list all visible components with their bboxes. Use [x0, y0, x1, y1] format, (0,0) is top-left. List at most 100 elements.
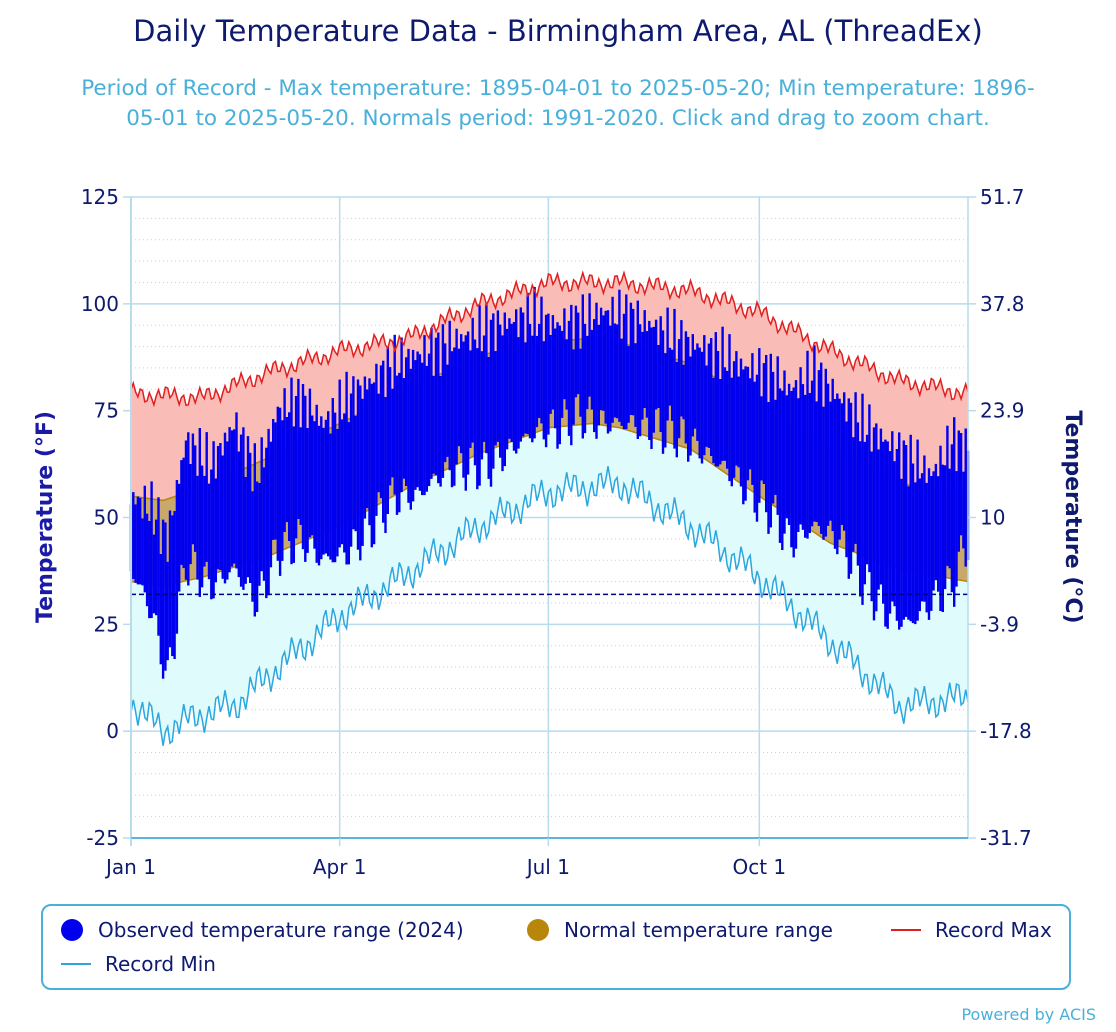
- y-tick-label-right: 10: [980, 506, 1005, 530]
- record-min-line-icon: [61, 963, 91, 965]
- observed-day-bar: [448, 320, 451, 471]
- observed-day-bar: [735, 351, 738, 466]
- observed-day-bar: [336, 429, 339, 557]
- observed-day-bar: [689, 356, 692, 456]
- observed-day-bar: [914, 482, 917, 625]
- observed-day-bar: [214, 478, 217, 583]
- y-tick-label-left: 75: [94, 399, 119, 423]
- observed-day-bar: [366, 389, 369, 509]
- observed-day-bar: [210, 469, 213, 600]
- observed-day-bar: [322, 427, 325, 555]
- record-max-line-icon: [891, 929, 921, 931]
- observed-day-bar: [524, 342, 527, 434]
- chart-plot[interactable]: 125 51.7 100 37.8 75 23.9 50 10 25 -3.9 0 -17.8 -25 -…: [0, 0, 1116, 900]
- observed-day-bar: [590, 329, 594, 410]
- observed-day-bar: [583, 323, 587, 434]
- observed-day-bar: [496, 310, 500, 442]
- observed-day-bar: [955, 471, 958, 587]
- observed-day-bar: [726, 370, 729, 469]
- observed-day-bar: [707, 343, 711, 448]
- observed-day-bar: [787, 383, 791, 525]
- observed-day-bar: [845, 421, 848, 558]
- observed-day-bar: [792, 387, 795, 558]
- observed-day-bar: [847, 398, 850, 579]
- y-axis-label-right: Temperature (°C): [1060, 410, 1085, 623]
- observed-day-bar: [826, 383, 830, 526]
- observed-day-bar: [189, 464, 192, 565]
- observed-day-bar: [579, 348, 582, 417]
- observed-day-bar: [480, 351, 484, 460]
- observed-day-bar: [615, 324, 619, 419]
- observed-day-bar: [333, 412, 337, 563]
- observed-day-bar: [939, 445, 942, 611]
- observed-day-bar: [143, 485, 146, 593]
- observed-day-bar: [909, 434, 912, 622]
- observed-day-bar: [290, 377, 293, 565]
- observed-day-bar: [272, 419, 275, 540]
- observed-day-bar: [597, 324, 600, 426]
- y-tick-label-left: -25: [86, 826, 119, 850]
- observed-day-bar: [797, 398, 800, 532]
- observed-day-bar: [815, 401, 818, 522]
- observed-day-bar: [198, 428, 201, 597]
- legend-item-record-min[interactable]: Record Min: [61, 952, 216, 976]
- observed-day-bar: [785, 395, 788, 519]
- observed-day-bar: [262, 467, 266, 581]
- observed-day-bar: [416, 351, 419, 488]
- observed-day-bar: [767, 402, 770, 534]
- observed-day-bar: [265, 447, 268, 599]
- observed-day-bar: [418, 354, 422, 491]
- observed-day-bar: [379, 365, 383, 499]
- observed-day-bar: [714, 332, 717, 467]
- observed-day-bar: [820, 362, 823, 534]
- observed-day-bar: [191, 433, 195, 545]
- observed-day-bar: [760, 396, 763, 481]
- observed-day-bar: [501, 335, 504, 472]
- powered-by-credit[interactable]: Powered by ACIS: [961, 1005, 1096, 1024]
- observed-day-bar: [430, 328, 433, 479]
- observed-day-bar: [778, 388, 782, 543]
- observed-day-bar: [916, 439, 919, 621]
- observed-day-bar: [622, 313, 626, 430]
- observed-day-bar: [242, 427, 245, 590]
- legend-item-record-max[interactable]: Record Max: [891, 918, 1052, 942]
- observed-day-bar: [464, 335, 467, 491]
- observed-day-bar: [602, 315, 605, 411]
- observed-day-bar: [572, 349, 575, 425]
- observed-day-bar: [528, 323, 532, 439]
- observed-day-bar: [666, 307, 669, 421]
- observed-day-bar: [285, 417, 289, 523]
- chart-title: Daily Temperature Data - Birmingham Area…: [133, 14, 983, 48]
- observed-day-bar: [895, 449, 899, 621]
- observed-day-bar: [494, 351, 497, 446]
- observed-day-bar: [255, 481, 259, 612]
- observed-day-bar: [732, 361, 736, 478]
- legend-item-normal[interactable]: Normal temperature range: [527, 918, 833, 942]
- observed-day-bar: [710, 338, 713, 456]
- observed-day-bar: [423, 335, 426, 496]
- observed-day-bar: [776, 356, 779, 515]
- observed-day-bar: [794, 380, 798, 549]
- observed-day-bar: [294, 396, 298, 539]
- observed-day-bar: [751, 353, 754, 485]
- observed-day-bar: [813, 345, 816, 522]
- observed-day-bar: [781, 390, 784, 550]
- observed-day-bar: [269, 441, 273, 568]
- observed-day-bar: [904, 445, 908, 617]
- record-max-band: [131, 272, 968, 501]
- observed-day-bar: [508, 318, 511, 439]
- observed-day-bar: [595, 302, 598, 439]
- record-max-line: [130, 270, 969, 408]
- observed-day-bar: [558, 325, 561, 445]
- legend-label-record-min: Record Min: [105, 952, 216, 976]
- observed-day-bar: [769, 353, 772, 528]
- y-tick-label-left: 0: [106, 719, 119, 743]
- observed-day-bar: [538, 323, 541, 418]
- observed-day-bar: [884, 439, 887, 627]
- observed-day-bar: [891, 431, 894, 602]
- observed-day-bar: [703, 335, 706, 456]
- observed-day-bar: [804, 394, 807, 538]
- y-tick-label-right: -3.9: [980, 612, 1019, 636]
- legend-item-observed[interactable]: Observed temperature range (2024): [61, 918, 464, 942]
- y-tick-label-right: 51.7: [980, 185, 1025, 209]
